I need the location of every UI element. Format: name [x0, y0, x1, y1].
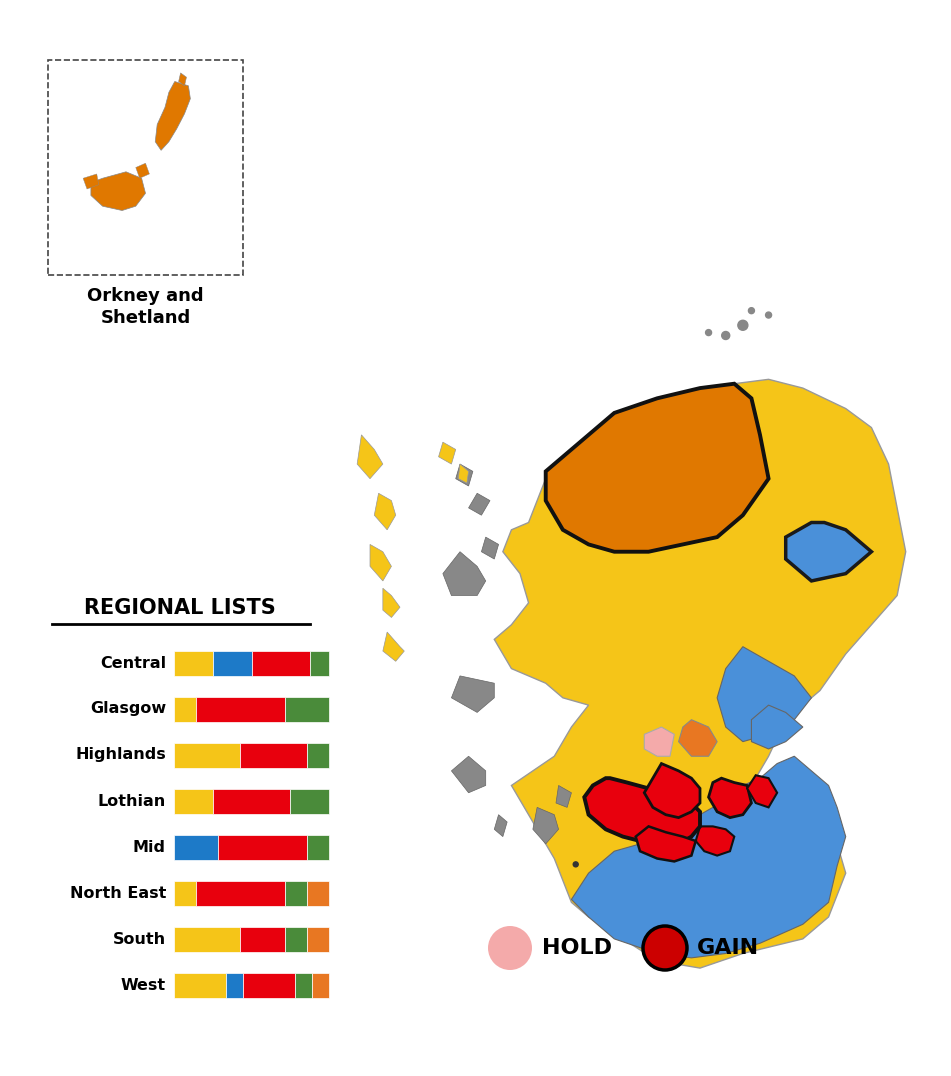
- Bar: [196, 880, 284, 906]
- Polygon shape: [533, 807, 558, 844]
- Polygon shape: [83, 174, 99, 189]
- Polygon shape: [546, 384, 768, 552]
- Bar: [284, 880, 307, 906]
- Polygon shape: [556, 785, 572, 807]
- Text: REGIONAL LISTS: REGIONAL LISTS: [84, 598, 276, 618]
- Circle shape: [643, 926, 687, 969]
- Bar: [295, 973, 312, 997]
- Text: GAIN: GAIN: [697, 938, 759, 958]
- Bar: [213, 789, 290, 813]
- Polygon shape: [644, 764, 700, 818]
- Polygon shape: [91, 172, 146, 211]
- Bar: [174, 742, 241, 767]
- Polygon shape: [370, 544, 392, 581]
- Polygon shape: [481, 537, 498, 560]
- Polygon shape: [383, 632, 404, 662]
- Polygon shape: [679, 720, 717, 756]
- Bar: [310, 651, 329, 676]
- Text: South: South: [113, 932, 166, 947]
- Polygon shape: [495, 815, 507, 837]
- Bar: [225, 973, 243, 997]
- Bar: [174, 835, 219, 860]
- Circle shape: [706, 329, 711, 336]
- Text: Highlands: Highlands: [75, 748, 166, 763]
- Bar: [251, 651, 310, 676]
- Bar: [312, 973, 329, 997]
- Polygon shape: [383, 589, 400, 618]
- Bar: [307, 742, 329, 767]
- Bar: [307, 926, 329, 951]
- Bar: [174, 880, 196, 906]
- Text: West: West: [121, 977, 166, 992]
- Polygon shape: [375, 493, 396, 529]
- Circle shape: [748, 308, 754, 314]
- Polygon shape: [438, 442, 456, 464]
- Polygon shape: [572, 756, 845, 958]
- Text: Central: Central: [100, 655, 166, 670]
- Circle shape: [488, 926, 532, 969]
- Bar: [241, 926, 284, 951]
- Circle shape: [722, 331, 729, 340]
- Bar: [219, 835, 307, 860]
- Polygon shape: [358, 435, 383, 479]
- Text: Mid: Mid: [133, 839, 166, 854]
- Circle shape: [573, 862, 578, 867]
- Bar: [48, 60, 243, 275]
- Bar: [174, 696, 196, 722]
- Polygon shape: [136, 164, 149, 179]
- Circle shape: [738, 321, 747, 330]
- Bar: [243, 973, 295, 997]
- Bar: [284, 926, 307, 951]
- Bar: [290, 789, 329, 813]
- Text: Glasgow: Glasgow: [90, 702, 166, 717]
- Polygon shape: [717, 647, 811, 741]
- Polygon shape: [456, 464, 473, 486]
- Text: HOLD: HOLD: [542, 938, 612, 958]
- Bar: [196, 696, 284, 722]
- Polygon shape: [443, 552, 486, 595]
- Text: North East: North East: [69, 886, 166, 901]
- Bar: [174, 789, 213, 813]
- Polygon shape: [155, 82, 190, 151]
- Polygon shape: [696, 826, 734, 855]
- Polygon shape: [786, 523, 871, 581]
- Circle shape: [766, 312, 771, 318]
- Polygon shape: [584, 778, 700, 844]
- Polygon shape: [458, 464, 469, 483]
- Polygon shape: [635, 826, 696, 862]
- Text: Lothian: Lothian: [98, 793, 166, 808]
- Text: Orkney and
Shetland: Orkney and Shetland: [87, 287, 204, 327]
- Bar: [284, 696, 329, 722]
- Polygon shape: [644, 727, 674, 756]
- Bar: [213, 651, 251, 676]
- Polygon shape: [708, 778, 751, 818]
- Bar: [174, 926, 241, 951]
- Polygon shape: [747, 775, 777, 807]
- Bar: [174, 651, 213, 676]
- Bar: [174, 973, 225, 997]
- Polygon shape: [618, 803, 652, 832]
- Polygon shape: [495, 380, 905, 968]
- Bar: [241, 742, 307, 767]
- Polygon shape: [452, 756, 486, 793]
- Polygon shape: [179, 73, 186, 86]
- Polygon shape: [751, 705, 803, 749]
- Polygon shape: [452, 676, 495, 712]
- Bar: [307, 835, 329, 860]
- Bar: [307, 880, 329, 906]
- Polygon shape: [469, 493, 490, 515]
